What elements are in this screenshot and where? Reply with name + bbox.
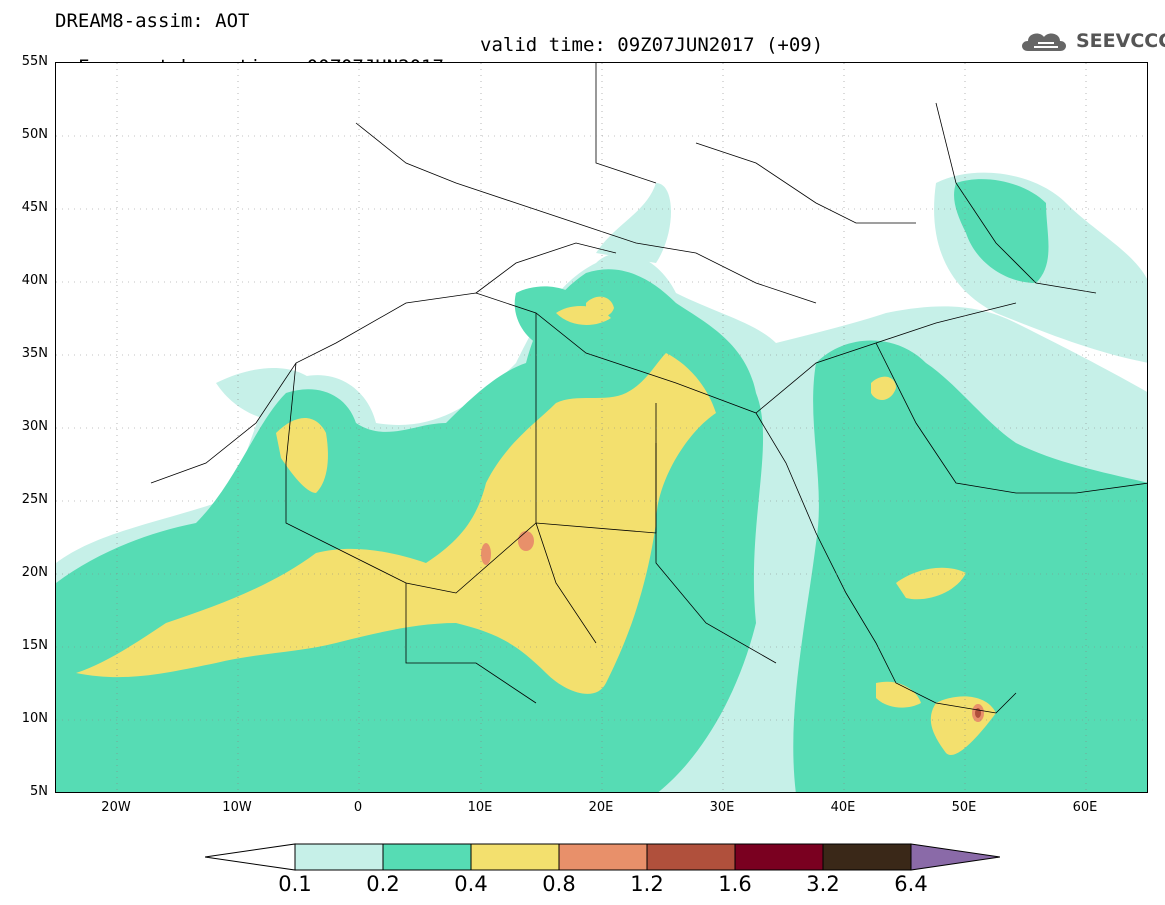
lon-label: 60E <box>1072 800 1098 815</box>
lat-label: 20N <box>21 565 48 580</box>
lat-label: 45N <box>21 200 48 215</box>
colorbar-label: 1.2 <box>630 872 664 896</box>
lon-label: 20W <box>101 800 131 815</box>
lat-label: 5N <box>30 784 48 799</box>
lon-label: 50E <box>951 800 977 815</box>
colorbar-label: 0.4 <box>454 872 488 896</box>
lat-label: 40N <box>21 273 48 288</box>
colorbar-label: 0.8 <box>542 872 576 896</box>
colorbar-bin <box>646 843 736 871</box>
colorbar-bin <box>382 843 472 871</box>
lon-label: 10W <box>222 800 252 815</box>
colorbar-label: 0.2 <box>366 872 400 896</box>
lon-label: 0 <box>353 800 363 815</box>
lon-label: 30E <box>709 800 735 815</box>
aot-map[interactable] <box>55 62 1148 793</box>
lat-label: 35N <box>21 346 48 361</box>
colorbar-bin <box>822 843 912 871</box>
colorbar-label: 3.2 <box>806 872 840 896</box>
colorbar-label: 1.6 <box>718 872 752 896</box>
country-borders <box>150 63 1147 714</box>
map-svg <box>56 63 1147 792</box>
cloud-icon <box>1022 33 1066 51</box>
colorbar-arrow-high <box>910 843 1001 871</box>
colorbar <box>204 842 1001 876</box>
lat-label: 50N <box>21 127 48 142</box>
lon-label: 20E <box>588 800 614 815</box>
lat-label: 25N <box>21 492 48 507</box>
lat-label: 30N <box>21 419 48 434</box>
lat-label: 15N <box>21 638 48 653</box>
lon-label: 10E <box>467 800 493 815</box>
colorbar-label: 0.1 <box>278 872 312 896</box>
seevccc-logo: SEEVCCC <box>1018 27 1165 55</box>
lat-label: 55N <box>21 54 48 69</box>
colorbar-bin <box>558 843 648 871</box>
map-title: DREAM8-assim: AOT <box>55 10 250 32</box>
lat-label: 10N <box>21 711 48 726</box>
logo-text: SEEVCCC <box>1076 30 1165 52</box>
colorbar-bin <box>470 843 560 871</box>
colorbar-label: 6.4 <box>894 872 928 896</box>
colorbar-arrow-low <box>204 843 296 871</box>
valid-time-text: valid time: 09Z07JUN2017 (+09) <box>480 34 824 56</box>
aot-0.4-contour <box>76 296 996 755</box>
graticule <box>56 63 1147 792</box>
colorbar-bin <box>294 843 384 871</box>
lon-label: 40E <box>830 800 856 815</box>
colorbar-bin <box>734 843 824 871</box>
